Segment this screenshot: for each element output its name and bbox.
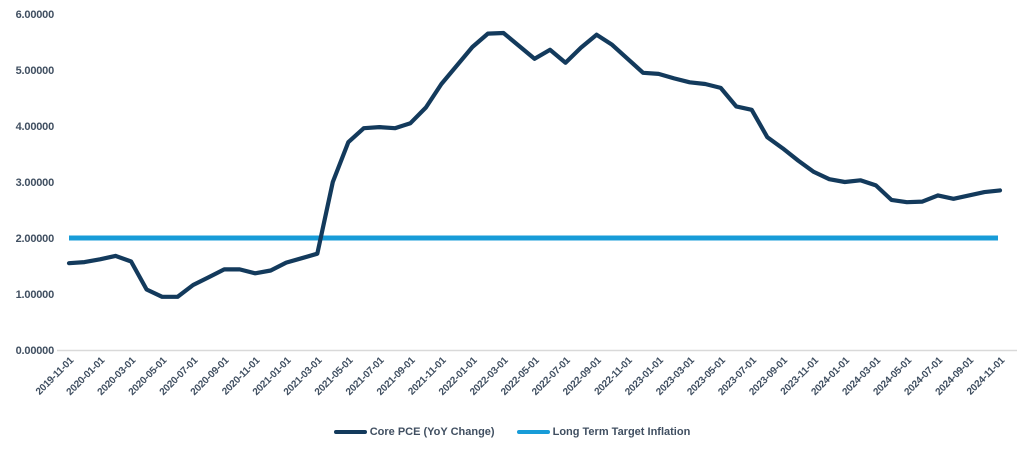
legend-item-core-pce: Core PCE (YoY Change) [333,426,495,438]
y-tick-label: 0.00000 [16,345,54,357]
y-tick-label: 5.00000 [16,65,54,77]
y-tick-label: 6.00000 [16,9,54,21]
y-tick-label: 1.00000 [16,289,54,301]
y-tick-label: 2.00000 [16,233,54,245]
legend-label-core-pce: Core PCE (YoY Change) [369,426,495,438]
legend-label-target-inflation: Long Term Target Inflation [552,426,691,438]
core-pce-line-swatch-icon [333,429,367,435]
core-pce-line [66,30,1003,299]
legend-item-target-inflation: Long Term Target Inflation [516,426,691,438]
target-inflation-line-swatch-icon [516,429,550,435]
y-tick-label: 4.00000 [16,121,54,133]
legend: Core PCE (YoY Change) Long Term Target I… [0,423,1024,441]
y-tick-label: 3.00000 [16,177,54,189]
